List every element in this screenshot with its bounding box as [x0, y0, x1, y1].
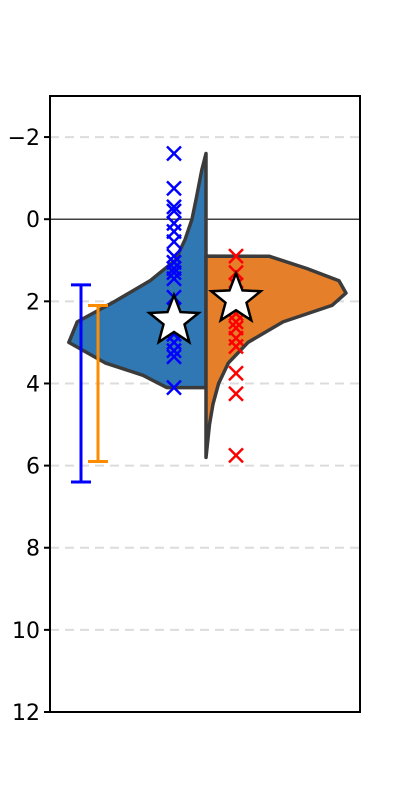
- data-point: [228, 447, 244, 464]
- plot-frame: [49, 95, 361, 713]
- data-point: [228, 365, 244, 382]
- data-point: [228, 313, 244, 330]
- data-point: [166, 248, 182, 265]
- data-point: [228, 385, 244, 402]
- y-tick-label: 6: [26, 455, 40, 480]
- data-point: [228, 248, 244, 265]
- data-point: [166, 264, 182, 281]
- y-axis: −2 0 2 4 6 8 10 12: [8, 126, 50, 726]
- data-point: [166, 270, 182, 287]
- mean-markers: [145, 269, 265, 345]
- data-point: [166, 342, 182, 359]
- mean-star-right: [207, 269, 265, 324]
- y-tick-label: 4: [26, 372, 40, 397]
- data-point: [228, 338, 244, 355]
- y-tick-label: −2: [8, 126, 40, 151]
- data-point: [166, 233, 182, 250]
- error-bar-left: [71, 283, 91, 484]
- data-point: [166, 379, 182, 396]
- y-tick-label: 0: [26, 208, 40, 233]
- data-point: [166, 180, 182, 197]
- y-tick-label: 12: [12, 701, 40, 726]
- mean-star-left: [145, 291, 203, 345]
- data-point: [166, 348, 182, 365]
- data-point: [166, 145, 182, 162]
- data-point: [166, 203, 182, 219]
- y-tick-label: 10: [12, 619, 40, 644]
- y-tick-label: 8: [26, 537, 40, 562]
- error-bar-right: [88, 303, 108, 463]
- data-point: [166, 198, 182, 215]
- y-tick-label: 2: [26, 290, 40, 315]
- error-bars: [71, 283, 108, 484]
